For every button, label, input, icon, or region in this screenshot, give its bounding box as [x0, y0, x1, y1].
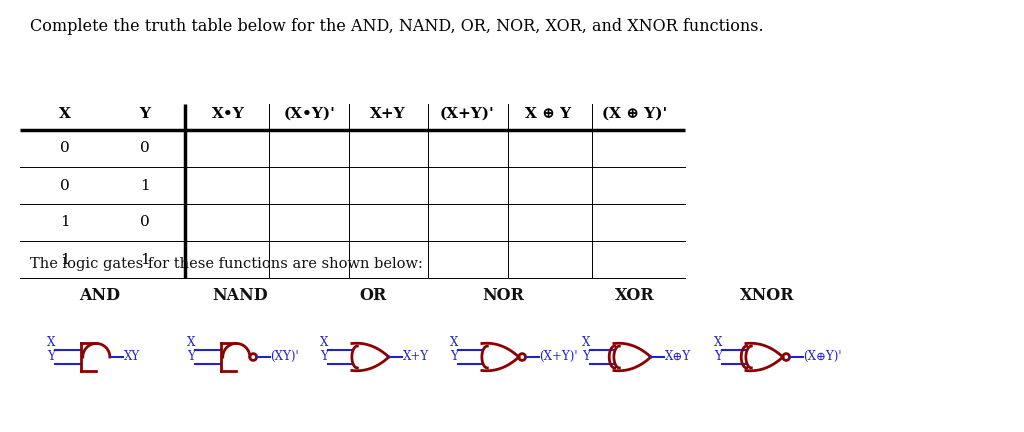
Text: X ⊕ Y: X ⊕ Y — [525, 107, 571, 121]
Text: Complete the truth table below for the AND, NAND, OR, NOR, XOR, and XNOR functio: Complete the truth table below for the A… — [30, 18, 764, 35]
Text: X: X — [582, 336, 590, 349]
Text: Y: Y — [451, 350, 458, 363]
Text: X⊕Y: X⊕Y — [665, 349, 691, 362]
Text: Y: Y — [187, 350, 195, 363]
Text: (XY)': (XY)' — [270, 349, 299, 362]
Text: X: X — [714, 336, 722, 349]
Text: X+Y: X+Y — [402, 349, 429, 362]
Text: Y: Y — [139, 107, 151, 121]
Text: XNOR: XNOR — [739, 287, 795, 304]
Text: The logic gates for these functions are shown below:: The logic gates for these functions are … — [30, 257, 423, 271]
Text: XY: XY — [124, 349, 140, 362]
Text: (X+Y)': (X+Y)' — [439, 107, 495, 121]
Text: XOR: XOR — [615, 287, 654, 304]
Text: 1: 1 — [140, 252, 150, 267]
Text: 0: 0 — [60, 178, 70, 193]
Text: 1: 1 — [60, 216, 70, 229]
Text: NAND: NAND — [212, 287, 268, 304]
Text: X•Y: X•Y — [212, 107, 245, 121]
Text: Y: Y — [321, 350, 328, 363]
Text: (X⊕Y)': (X⊕Y)' — [804, 349, 842, 362]
Text: X: X — [319, 336, 328, 349]
Text: OR: OR — [359, 287, 387, 304]
Text: NOR: NOR — [482, 287, 524, 304]
Text: X: X — [450, 336, 458, 349]
Text: AND: AND — [80, 287, 121, 304]
Text: 0: 0 — [140, 216, 150, 229]
Text: (X ⊕ Y)': (X ⊕ Y)' — [602, 107, 668, 121]
Text: 1: 1 — [140, 178, 150, 193]
Text: (X+Y)': (X+Y)' — [540, 349, 579, 362]
Text: X: X — [186, 336, 195, 349]
Text: 0: 0 — [60, 142, 70, 156]
Text: Y: Y — [582, 350, 590, 363]
Text: 0: 0 — [140, 142, 150, 156]
Text: X: X — [47, 336, 55, 349]
Text: Y: Y — [47, 350, 55, 363]
Text: Y: Y — [714, 350, 722, 363]
Text: X+Y: X+Y — [371, 107, 406, 121]
Text: (X•Y)': (X•Y)' — [284, 107, 336, 121]
Text: X: X — [59, 107, 71, 121]
Text: 1: 1 — [60, 252, 70, 267]
